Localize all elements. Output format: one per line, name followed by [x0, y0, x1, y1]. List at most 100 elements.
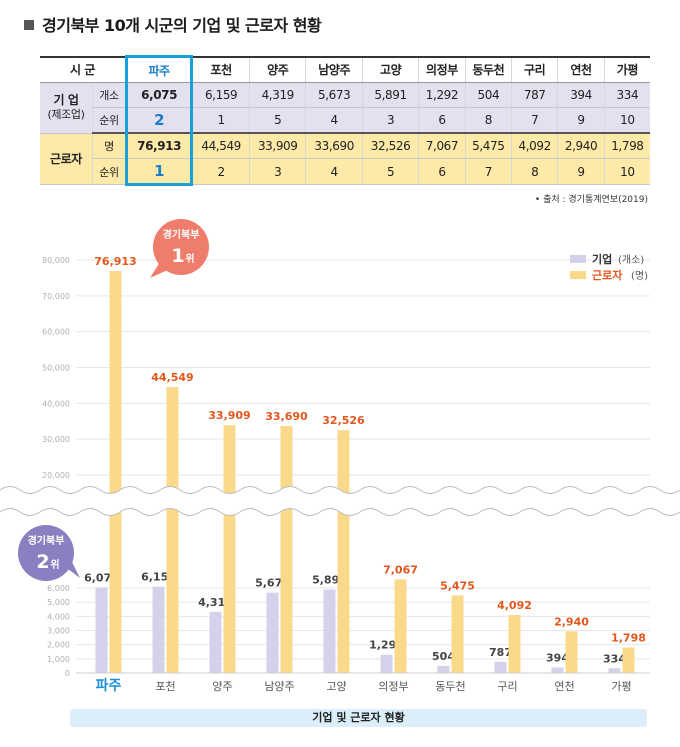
table-cell: 6: [418, 107, 466, 134]
data-label-workers: 76,913: [94, 255, 136, 268]
data-label-workers: 7,067: [383, 563, 418, 576]
callout-bubble: [18, 525, 74, 581]
bar-enterprise: [551, 667, 564, 673]
legend-label-enterprise: 기업: [592, 252, 612, 266]
table-cell: 7: [511, 107, 559, 134]
bar-enterprise: [266, 592, 279, 673]
table-cell: 3: [362, 107, 420, 134]
table-cell: 2: [124, 107, 194, 134]
enterprise-rank-label: 순위: [92, 107, 127, 134]
bar-workers: [565, 631, 578, 673]
y-tick-label: 80,000: [42, 256, 70, 265]
bar-workers: [109, 271, 122, 673]
callout-text: 경기북부: [163, 228, 200, 241]
y-tick-label: 60,000: [42, 328, 70, 337]
city-header: 포천: [191, 55, 251, 83]
table-cell: 1: [124, 158, 194, 186]
city-header: 양주: [249, 55, 307, 83]
enterprise-count-label: 개소: [92, 82, 127, 108]
bar-workers: [280, 425, 293, 673]
workers-rank-label: 순위: [92, 158, 127, 185]
legend-unit-workers: (명): [631, 270, 648, 282]
y-tick-label: 50,000: [42, 364, 70, 373]
legend-swatch-enterprise: [570, 255, 586, 263]
data-label-enterprise: 334: [603, 652, 626, 665]
table-cell: 5,891: [362, 82, 420, 108]
table-cell: 9: [557, 107, 605, 134]
x-tick-label: 의정부: [378, 680, 408, 693]
table-cell: 10: [604, 158, 650, 185]
city-header: 의정부: [418, 55, 466, 83]
table-header-row: 시 군 파주 포천 양주 남양주 고양 의정부 동두천 구리 연천 가평: [40, 55, 650, 83]
y-tick-label: 4,000: [47, 612, 70, 621]
workers-count-row: 근로자 명 76,913 44,549 33,909 33,690 32,526…: [40, 133, 650, 185]
table-cell: 6: [418, 158, 466, 185]
bar-workers: [337, 430, 350, 673]
table-cell: 32,526: [362, 133, 420, 159]
table-cell: 8: [465, 107, 513, 134]
x-tick-label: 동두천: [435, 679, 465, 693]
y-tick-label: 1,000: [47, 655, 70, 664]
bar-enterprise: [380, 654, 393, 673]
table-cell: 4,092: [511, 133, 559, 159]
bar-enterprise: [494, 661, 507, 673]
city-header: 구리: [511, 55, 559, 83]
bar-enterprise: [95, 587, 108, 673]
table-cell: 5,673: [305, 82, 363, 108]
city-header: 가평: [604, 55, 650, 83]
table-cell: 5: [362, 158, 420, 185]
bar-enterprise: [323, 589, 336, 673]
data-label-workers: 44,549: [151, 371, 193, 384]
table-cell: 2: [191, 158, 251, 185]
callout-bubble: [153, 219, 209, 275]
table-cell: 4: [305, 107, 363, 134]
table-cell: 1,798: [604, 133, 650, 159]
table-cell: 76,913: [124, 133, 194, 159]
y-tick-label: 3,000: [47, 627, 70, 636]
x-tick-label: 양주: [212, 680, 232, 693]
table-cell: 8: [511, 158, 559, 185]
y-tick-label: 5,000: [47, 598, 70, 607]
bar-workers: [508, 615, 521, 673]
callout-suffix: 위: [50, 558, 59, 571]
chart-footer: 기업 및 근로자 현황: [70, 709, 647, 727]
city-header: 남양주: [305, 55, 363, 83]
callout-suffix: 위: [185, 252, 194, 265]
table-cell: 1: [191, 107, 251, 134]
y-tick-label: 30,000: [42, 435, 70, 444]
bar-workers: [451, 595, 464, 673]
table-cell: 3: [249, 158, 307, 185]
table-cell: 7: [465, 158, 513, 185]
table-cell: 5: [249, 107, 307, 134]
table-cell: 1,292: [418, 82, 466, 108]
y-tick-label: 40,000: [42, 399, 70, 408]
page-title: 경기북부 10개 시군의 기업 및 근로자 현황: [24, 12, 322, 36]
table-cell: 394: [557, 82, 605, 108]
callout-rank: 2: [36, 551, 49, 573]
table-cell: 6,159: [191, 82, 251, 108]
table-cell: 334: [604, 82, 650, 108]
table-cell: 4: [305, 158, 363, 185]
bar-workers: [394, 579, 407, 673]
table-cell: 9: [557, 158, 605, 185]
x-tick-label: 구리: [497, 680, 517, 693]
city-header: 파주: [124, 55, 194, 83]
table-cell: 2,940: [557, 133, 605, 159]
enterprise-rank-row: 순위 2 1 5 4 3 6 8 7 9 10: [40, 107, 650, 134]
data-label-workers: 2,940: [554, 615, 589, 628]
table-cell: 33,909: [249, 133, 307, 159]
axis-break-line: [0, 508, 680, 516]
data-label-enterprise: 394: [546, 651, 569, 664]
x-tick-label: 포천: [155, 679, 175, 693]
callout-text: 경기북부: [28, 534, 65, 547]
table-cell: 10: [604, 107, 650, 134]
source-note: • 출처 : 경기통계연보(2019): [534, 195, 648, 205]
x-tick-label: 고양: [326, 680, 346, 693]
table-cell: 33,690: [305, 133, 363, 159]
city-header: 고양: [362, 55, 420, 83]
workers-row-header: 근로자: [40, 133, 93, 185]
bar-workers: [166, 387, 179, 673]
city-header: 동두천: [465, 55, 513, 83]
x-tick-label: 연천: [554, 679, 574, 693]
callout-rank: 1: [171, 245, 184, 267]
